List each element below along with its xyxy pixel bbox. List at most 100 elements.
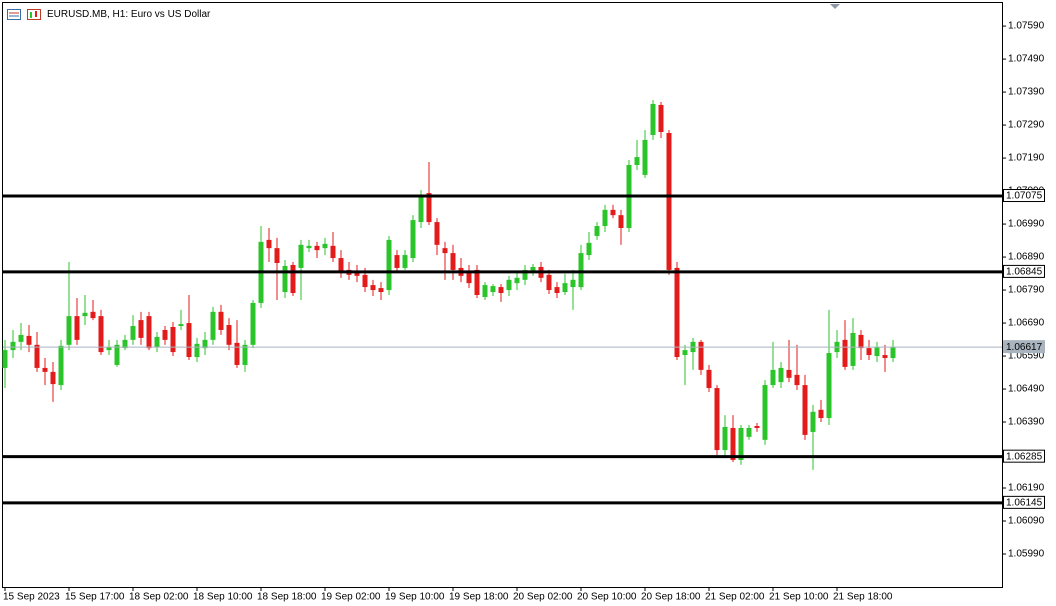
candle-body (530, 266, 536, 272)
candle-body (378, 288, 384, 293)
candle-body (514, 277, 520, 284)
y-tick-label: 1.06390 (1008, 417, 1045, 428)
y-tick-label: 1.06590 (1008, 351, 1045, 362)
plot-frame (2, 2, 1003, 588)
candle-body (154, 336, 160, 348)
candle-body (90, 311, 96, 319)
x-tick-label: 21 Sep 18:00 (833, 592, 893, 603)
y-tick-label: 1.06890 (1008, 252, 1045, 263)
candle-body (74, 316, 80, 340)
candle-body (618, 215, 624, 229)
candle-body (642, 139, 648, 175)
candle-body (266, 239, 272, 249)
x-tick-label: 18 Sep 02:00 (129, 592, 189, 603)
candle-body (890, 347, 896, 359)
level-label-box (1003, 189, 1045, 203)
y-tick-label: 1.07190 (1008, 153, 1045, 164)
candle-body (394, 255, 400, 268)
candle-body (466, 271, 472, 284)
icon (7, 9, 21, 20)
candle-body (546, 274, 552, 291)
candle-body (778, 367, 784, 383)
candle-body (362, 274, 368, 288)
candle-body (850, 332, 856, 366)
candle-body (42, 367, 48, 372)
x-tick-label: 15 Sep 17:00 (65, 592, 125, 603)
candle-body (698, 341, 704, 370)
y-tick-label: 1.06090 (1008, 516, 1045, 527)
candle-body (570, 279, 576, 288)
candle-body (202, 339, 208, 349)
candle-body (194, 343, 200, 358)
y-tick-label: 1.07390 (1008, 87, 1045, 98)
candle-body (794, 374, 800, 386)
candle-body (882, 355, 888, 359)
candle-body (58, 345, 64, 386)
y-tick-label: 1.05990 (1008, 549, 1045, 560)
candle-body (226, 325, 232, 345)
candle-body (426, 193, 432, 223)
candle-body (562, 283, 568, 293)
candle-body (770, 369, 776, 386)
icon (27, 9, 41, 20)
candle-body (482, 285, 488, 297)
x-tick-label: 20 Sep 02:00 (513, 592, 573, 603)
candle-body (186, 323, 192, 358)
candle-body (218, 311, 224, 330)
candle-body (306, 245, 312, 249)
candle-body (842, 339, 848, 367)
candle-body (602, 209, 608, 227)
last-price-label-box (1003, 340, 1045, 354)
candle-body (674, 267, 680, 358)
candle-body (874, 347, 880, 357)
candle-body (82, 312, 88, 317)
candle-body (282, 265, 288, 293)
candle-body (858, 334, 864, 349)
y-tick-label: 1.06190 (1008, 483, 1045, 494)
candle-body (146, 316, 152, 349)
y-tick-label: 1.06690 (1008, 318, 1045, 329)
x-tick-label: 21 Sep 02:00 (705, 592, 765, 603)
candle-body (786, 369, 792, 378)
candle-body (738, 427, 744, 460)
candle-body (290, 264, 296, 294)
y-tick-label: 1.06490 (1008, 384, 1045, 395)
candle-body (682, 350, 688, 356)
level-label: 1.06845 (1006, 267, 1043, 278)
candle-body (66, 316, 72, 345)
y-tick-label: 1.07290 (1008, 120, 1045, 131)
candle-body (210, 311, 216, 340)
x-tick-label: 19 Sep 18:00 (449, 592, 509, 603)
candle-body (746, 427, 752, 437)
y-tick-label: 1.07490 (1008, 54, 1045, 65)
candle-body (442, 248, 448, 254)
candle-body (658, 104, 664, 133)
candle-body (242, 344, 248, 365)
candle-body (610, 209, 616, 216)
candle-body (506, 279, 512, 291)
candle-body (818, 409, 824, 419)
candle-body (50, 371, 56, 385)
candle-body (434, 222, 440, 245)
candle-body (714, 388, 720, 451)
candle-body (634, 157, 640, 166)
candle-body (98, 316, 104, 353)
candle-body (706, 369, 712, 389)
candle-body (170, 327, 176, 353)
candle-body (522, 269, 528, 280)
level-label: 1.06285 (1006, 451, 1043, 462)
candle-body (162, 329, 168, 340)
x-tick-label: 21 Sep 10:00 (769, 592, 829, 603)
candle-body (594, 226, 600, 236)
level-label-box (1003, 449, 1045, 463)
candle-body (250, 302, 256, 345)
candle-body (130, 326, 136, 340)
level-label: 1.06145 (1006, 498, 1043, 509)
x-tick-label: 20 Sep 18:00 (641, 592, 701, 603)
candle-body (722, 426, 728, 451)
x-tick-label: 18 Sep 18:00 (257, 592, 317, 603)
candle-body (810, 411, 816, 432)
